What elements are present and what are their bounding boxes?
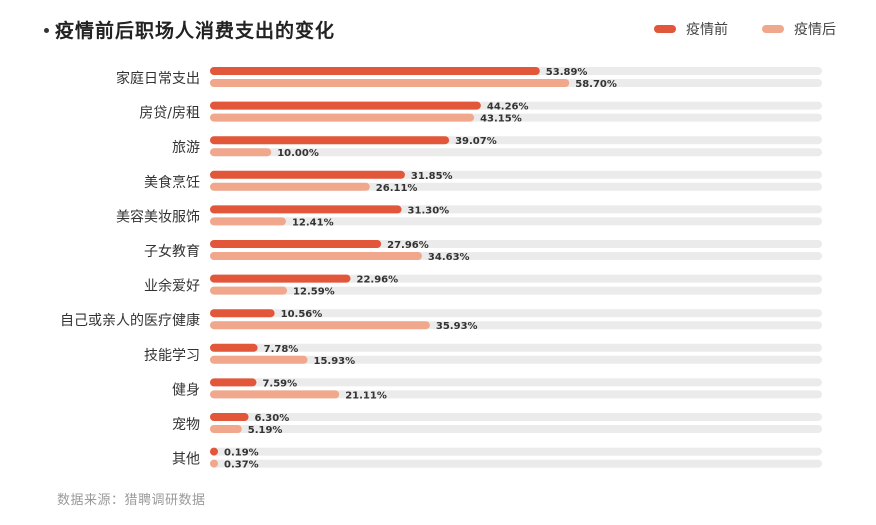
data-source: 数据来源：猎聘调研数据 [57,493,206,508]
bar-before [210,378,257,387]
category-label: 业余爱好 [144,278,200,295]
bar-before [210,309,275,318]
category-label: 健身 [172,382,200,398]
bar-track [210,459,822,468]
bar-after [210,148,272,157]
bar-before [210,343,258,352]
bar-track [210,274,822,283]
legend-label-after: 疫情后 [794,22,836,38]
category-label: 家庭日常支出 [116,70,200,87]
bar-track [210,343,822,352]
legend-item-after: 疫情后 [762,19,836,39]
data-label: 21.11% [345,390,387,401]
category-row: 旅游 39.07% 10.00% [172,136,822,159]
data-label: 6.30% [255,413,290,424]
bar-track [210,309,822,318]
bar-before [210,205,402,214]
data-label: 58.70% [575,79,617,90]
category-row: 房贷/房租 44.26%43.15% [139,101,822,125]
category-row: 子女教育 27.96%34.63% [144,240,822,263]
data-label: 39.07% [455,136,497,147]
bar-after [210,79,570,87]
bar-after [210,113,475,122]
bar-track [210,217,822,226]
category-row: 家庭日常支出 53.89%58.70% [116,67,822,90]
bar-before [210,101,481,110]
bar-before [210,170,405,179]
data-label: 31.85% [411,171,453,182]
category-label: 其他 [172,452,200,468]
data-label: 12.59% [293,287,335,298]
bar-before [210,240,382,248]
category-row: 自己或亲人的医疗健康 10.56% 35.93% [60,309,822,332]
bar-track [210,148,822,157]
bar-track [210,425,822,433]
data-label: 26.11% [376,183,418,194]
bar-after [210,217,286,226]
category-label: 自己或亲人的医疗健康 [60,312,200,329]
legend-label-before: 疫情前 [686,22,728,38]
bar-before [210,67,540,75]
category-label: 宠物 [172,417,200,433]
bar-after [210,182,370,191]
data-label: 0.37% [224,460,259,471]
bar-track [210,447,822,456]
chart-title: 疫情前后职场人消费支出的变化 [55,20,336,42]
bar-before [210,413,249,421]
data-label: 53.89% [546,67,588,78]
legend-swatch-before [654,25,676,33]
bar-after [210,286,288,295]
bar-track [210,390,822,399]
bar-before [210,274,351,283]
bar-after [210,459,218,468]
data-label: 10.56% [281,309,323,320]
bar-after [210,252,422,260]
data-label: 27.96% [387,240,429,251]
category-label: 美容美妆服饰 [116,208,200,225]
category-row: 美容美妆服饰 31.30% 12.41% [116,205,822,228]
bar-track [210,286,822,295]
bar-after [210,425,242,433]
category-row: 技能学习 7.78% 15.93% [144,343,822,367]
data-label: 15.93% [313,356,355,367]
category-label: 技能学习 [144,348,200,364]
category-label: 美食烹饪 [144,174,200,191]
bar-chart: 家庭日常支出 53.89%58.70% 房贷/房租 44.26%43.15% 旅游 39.… [60,67,822,471]
data-label: 7.78% [264,344,299,355]
bar-before [210,136,450,145]
data-label: 35.93% [436,321,478,332]
legend-item-before: 疫情前 [654,19,728,39]
category-row: 美食烹饪 31.85%26.11% [144,170,822,194]
data-label: 7.59% [262,378,297,389]
data-label: 43.15% [480,114,522,125]
bar-after [210,355,308,364]
data-label: 34.63% [428,252,470,263]
data-label: 10.00% [277,148,319,159]
category-row: 其他 0.19%0.37% [172,447,822,471]
bar-track [210,413,822,421]
bar-before [210,447,218,456]
data-label: 22.96% [357,275,399,286]
bar-track [210,355,822,364]
category-label: 房贷/房租 [139,106,200,122]
data-label: 12.41% [292,217,334,228]
data-label: 5.19% [248,425,283,436]
bar-track [210,378,822,387]
bar-after [210,390,340,399]
category-label: 子女教育 [144,243,200,260]
category-row: 健身 7.59% 21.11% [172,378,822,401]
chart-header: 疫情前后职场人消费支出的变化 疫情前 疫情后 [0,0,876,60]
data-label: 31.30% [408,205,450,216]
data-label: 44.26% [487,102,529,113]
category-row: 业余爱好 22.96% 12.59% [144,274,822,298]
title-bullet [44,28,49,33]
category-row: 宠物 6.30%5.19% [172,413,822,436]
legend-swatch-after [762,25,784,33]
bar-after [210,321,430,330]
category-label: 旅游 [172,140,200,156]
legend: 疫情前 疫情后 [620,17,836,41]
data-label: 0.19% [224,448,259,459]
